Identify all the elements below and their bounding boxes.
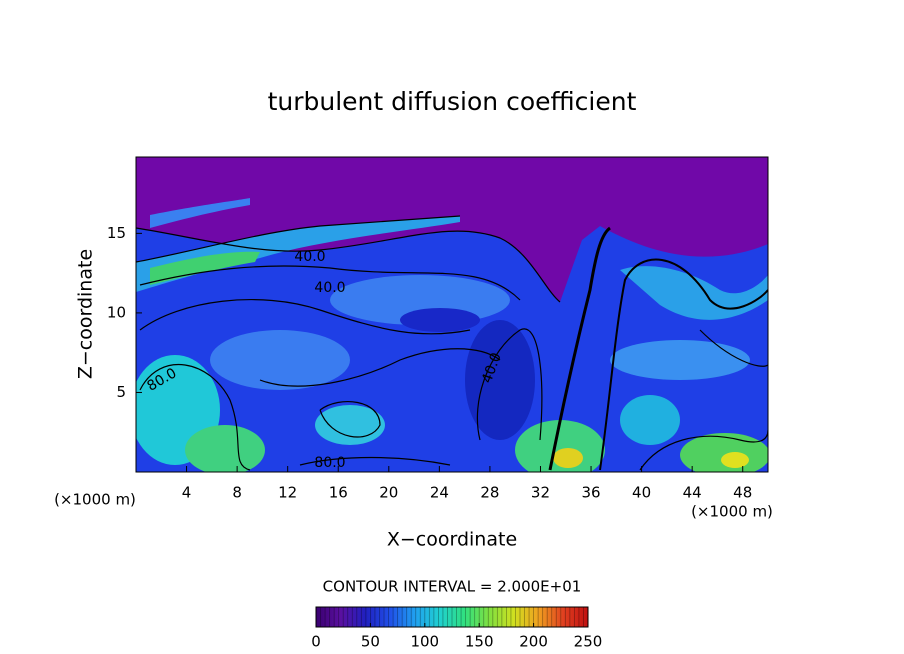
y-tick-label: 15 [107, 224, 126, 242]
x-tick-label: 40 [632, 484, 651, 502]
colorbar-tick-label: 50 [361, 633, 380, 651]
contour-label: 80.0 [314, 455, 345, 471]
y-tick-label: 10 [107, 303, 126, 321]
y-axis-label: Z−coordinate [75, 249, 97, 379]
plot-frame [135, 156, 769, 473]
x-tick-label: 44 [683, 484, 702, 502]
x-tick-label: 12 [278, 484, 297, 502]
colorbar-tick-label: 100 [410, 633, 439, 651]
x-tick-label: 24 [430, 484, 449, 502]
x-tick-label: 32 [531, 484, 550, 502]
y-unit-label: (×1000 m) [54, 491, 136, 509]
colorbar-tick-label: 250 [574, 633, 603, 651]
y-tick-label: 5 [116, 383, 126, 401]
contour-label: 40.0 [314, 280, 345, 296]
colorbar-tick-label: 0 [311, 633, 321, 651]
x-tick-label: 48 [733, 484, 752, 502]
x-tick-label: 8 [232, 484, 242, 502]
contour-field [136, 157, 768, 472]
x-tick-label: 16 [329, 484, 348, 502]
x-tick-label: 20 [379, 484, 398, 502]
colorbar-tick-label: 150 [465, 633, 494, 651]
x-axis-label: X−coordinate [387, 529, 517, 551]
x-tick-label: 28 [480, 484, 499, 502]
x-unit-label: (×1000 m) [691, 503, 773, 521]
contour-interval: CONTOUR INTERVAL = 2.000E+01 [323, 578, 582, 596]
colorbar [315, 606, 589, 628]
chart-title: turbulent diffusion coefficient [268, 87, 637, 116]
x-tick-label: 4 [182, 484, 192, 502]
colorbar-tick-label: 200 [519, 633, 548, 651]
contour-label: 40.0 [294, 249, 325, 265]
x-tick-label: 36 [581, 484, 600, 502]
